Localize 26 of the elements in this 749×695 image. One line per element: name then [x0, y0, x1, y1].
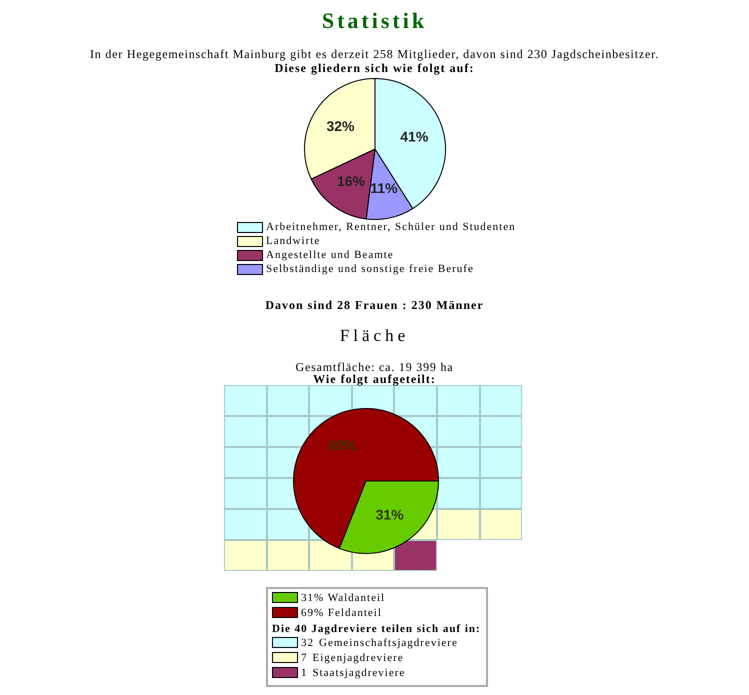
legend-title: Die 40 Jagdreviere teilen sich auf in: [272, 623, 482, 635]
data-label: 11% [370, 180, 398, 196]
text: Davon sind 28 Frauen : 230 Männer [264, 298, 485, 313]
category-label: Staatsjagdreviere [312, 666, 406, 678]
legend-label: Selbständige und sonstige freie Berufe [266, 263, 474, 275]
data-label: 41% [400, 128, 429, 144]
text: Diese gliedern sich wie folgt auf: [274, 61, 476, 76]
category-label: Gemeinschaftsjagdreviere [319, 636, 458, 648]
category-label: Eigenjagdreviere [312, 652, 404, 664]
text: Wie folgt aufgeteilt: [312, 372, 437, 387]
data-label: 31% [376, 506, 404, 523]
chart-title: Fläche [338, 326, 410, 346]
data-label: 1 [301, 666, 308, 678]
data-label: 69% [328, 437, 357, 454]
data-label: 16% [336, 172, 366, 189]
data-label: 32 [301, 636, 314, 648]
chart-subtitle: Gesamtfläche: ca. 19 399 ha [294, 360, 454, 374]
legend-label: 69% Feldanteil [301, 606, 382, 618]
legend-label: Arbeitnehmer, Rentner, Schüler und Studenten [266, 221, 516, 233]
chart-subtitle: In der Hegegemeinschaft Mainburg gibt es derzeit 258 Mitglieder, davon sind 230 Jagdscheinbesitzer. [88, 47, 660, 62]
legend-label: Angestellte und Beamte [266, 249, 394, 261]
legend-label: 31% Waldanteil [301, 592, 386, 604]
data-label: 7 [301, 652, 308, 664]
data-label: 32% [326, 118, 356, 134]
chart-title: Statistik [320, 8, 428, 34]
legend-label: Landwirte [266, 235, 320, 247]
